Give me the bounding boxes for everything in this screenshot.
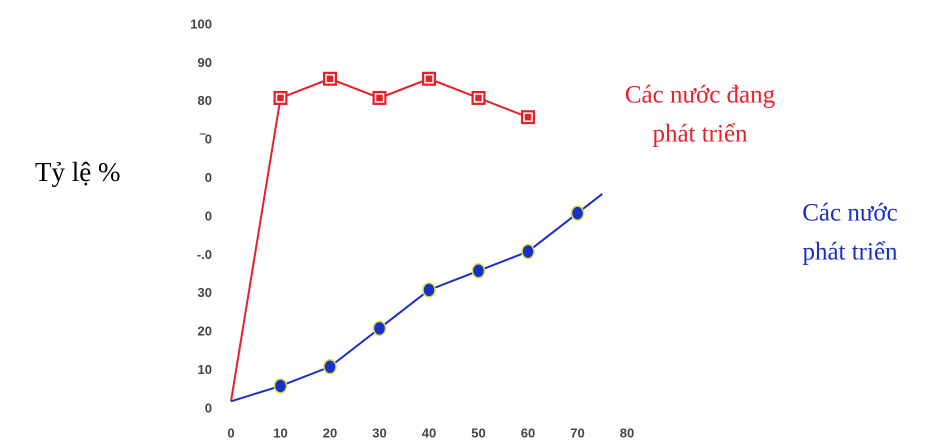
y-tick-label: 80: [198, 93, 212, 108]
series-line: [230, 193, 603, 403]
marker-inner: [374, 93, 385, 103]
marker: [570, 205, 585, 221]
marker-inner: [424, 74, 434, 84]
y-tick-label: 20: [198, 324, 212, 339]
series-label: Các nước: [802, 200, 897, 227]
series-label: phát triển: [802, 239, 898, 266]
marker: [471, 90, 486, 105]
x-tick-label: 60: [521, 425, 535, 440]
y-tick-label: 10: [198, 362, 212, 377]
marker: [372, 320, 387, 337]
marker: [521, 110, 535, 125]
marker: [521, 243, 535, 260]
x-tick-label: 50: [471, 425, 485, 440]
marker: [422, 71, 436, 86]
y-axis-label: Tỷ lệ %: [35, 157, 120, 187]
x-tick-label: 0: [227, 425, 234, 440]
series-line: [230, 77, 529, 402]
marker-inner: [325, 74, 335, 84]
y-tick-label: ‾0: [199, 132, 212, 147]
y-tick-label: 30: [198, 285, 212, 300]
y-tick-label: 0: [205, 400, 212, 415]
marker: [273, 378, 288, 394]
series-label: Các nước đang: [625, 82, 776, 109]
y-tick-label: 0: [205, 208, 212, 223]
y-tick-label: 0: [205, 170, 212, 185]
x-tick-label: 10: [273, 425, 287, 440]
marker: [422, 282, 436, 298]
marker: [323, 359, 337, 375]
marker: [471, 263, 486, 279]
marker: [323, 71, 337, 86]
marker-inner: [275, 93, 286, 103]
x-tick-label: 70: [570, 425, 584, 440]
y-tick-label: 90: [198, 55, 212, 70]
series-label: phát triển: [652, 121, 748, 148]
marker-inner: [523, 112, 533, 122]
x-tick-label: 30: [372, 425, 386, 440]
marker-inner: [473, 93, 484, 103]
x-tick-label: 20: [323, 425, 337, 440]
marker: [372, 90, 387, 105]
marker: [273, 90, 288, 105]
x-tick-label: 80: [620, 425, 634, 440]
y-tick-label: -.0: [197, 247, 212, 262]
x-tick-label: 40: [422, 425, 436, 440]
y-tick-label: 100: [190, 16, 212, 31]
